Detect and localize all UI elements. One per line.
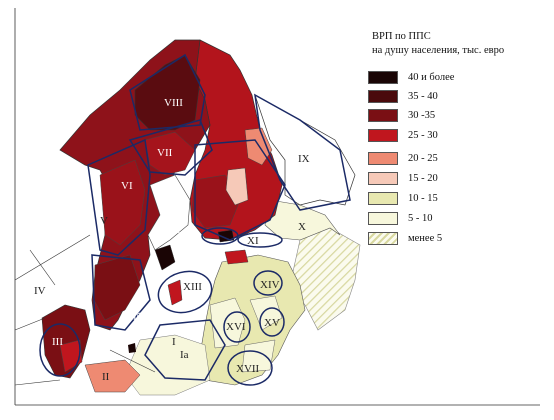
map-frame	[14, 8, 540, 406]
legend-item: 40 и более	[368, 71, 548, 85]
label-xvi: XVI	[226, 321, 246, 333]
gotland-island	[167, 279, 183, 306]
region-viii-area	[134, 54, 201, 131]
legend-label: 40 и более	[408, 72, 455, 83]
label-iii: III	[52, 336, 63, 348]
label-iv: IV	[34, 285, 46, 297]
baltic-area	[199, 254, 306, 386]
legend-item: 20 - 25	[368, 152, 548, 166]
legend-swatch	[368, 192, 398, 205]
legend-swatch	[368, 129, 398, 142]
label-xiii: XIII	[183, 281, 202, 293]
label-i: I	[172, 336, 176, 348]
macro-region-outlines	[39, 53, 351, 386]
legend-swatch	[368, 152, 398, 165]
label-xi: XI	[247, 235, 259, 247]
legend-swatch	[368, 212, 398, 225]
label-vii: VII	[157, 147, 173, 159]
legend-item: 10 - 15	[368, 192, 548, 206]
region-labels: VIII VII VI V IX X XI XII XIII XIV XV XV…	[34, 97, 310, 383]
label-vi: VI	[121, 180, 133, 192]
legend-swatch	[368, 232, 398, 245]
admin-lines	[14, 234, 156, 386]
capital-dark-spot	[154, 244, 176, 271]
legend-item: 35 - 40	[368, 90, 548, 104]
legend-item: 15 - 20	[368, 172, 548, 186]
label-xiv: XIV	[260, 279, 280, 291]
legend-swatch	[368, 90, 398, 103]
legend-item: 25 - 30	[368, 129, 548, 143]
region-ix-area	[254, 94, 356, 206]
legend-label: 15 - 20	[408, 173, 438, 184]
sweden-north-red	[144, 131, 196, 176]
sweden-south	[147, 174, 191, 251]
finland-light-subregion	[225, 167, 249, 206]
helsinki-dark-spot	[217, 229, 235, 243]
label-ib: Iб	[133, 311, 143, 323]
label-ia: Ia	[180, 349, 189, 361]
legend-label: 10 - 15	[408, 193, 438, 204]
legend-label: 25 - 30	[408, 130, 438, 141]
label-ix: IX	[298, 153, 310, 165]
estonia-red-spot	[224, 249, 249, 265]
legend-item: менее 5	[368, 232, 548, 246]
label-v: V	[100, 215, 108, 227]
label-ii: II	[102, 371, 110, 383]
legend-swatch	[368, 172, 398, 185]
legend-swatch	[368, 109, 398, 122]
legend-item: 5 - 10	[368, 212, 548, 226]
label-viii: VIII	[164, 97, 183, 109]
norway-coast-red	[99, 159, 146, 246]
label-x: X	[298, 221, 306, 233]
legend-label: 5 - 10	[408, 213, 433, 224]
legend-title-line2: на душу населения, тыс. евро	[372, 45, 505, 56]
region-ii-area	[84, 359, 141, 393]
legend-label: 35 - 40	[408, 91, 438, 102]
legend-title: ВРП по ППС на душу населения, тыс. евро	[372, 30, 542, 58]
legend-swatch	[368, 71, 398, 84]
label-xv: XV	[264, 317, 280, 329]
label-xii: XII	[176, 229, 192, 241]
label-xvii: XVII	[236, 363, 260, 375]
island-dot	[128, 343, 136, 353]
legend-label: 30 -35	[408, 110, 436, 121]
legend-label: 20 - 25	[408, 153, 438, 164]
legend-item: 30 -35	[368, 109, 548, 123]
legend-label: менее 5	[408, 233, 443, 244]
legend-title-line1: ВРП по ППС	[372, 31, 431, 42]
baltic-light-subareas	[209, 295, 283, 373]
